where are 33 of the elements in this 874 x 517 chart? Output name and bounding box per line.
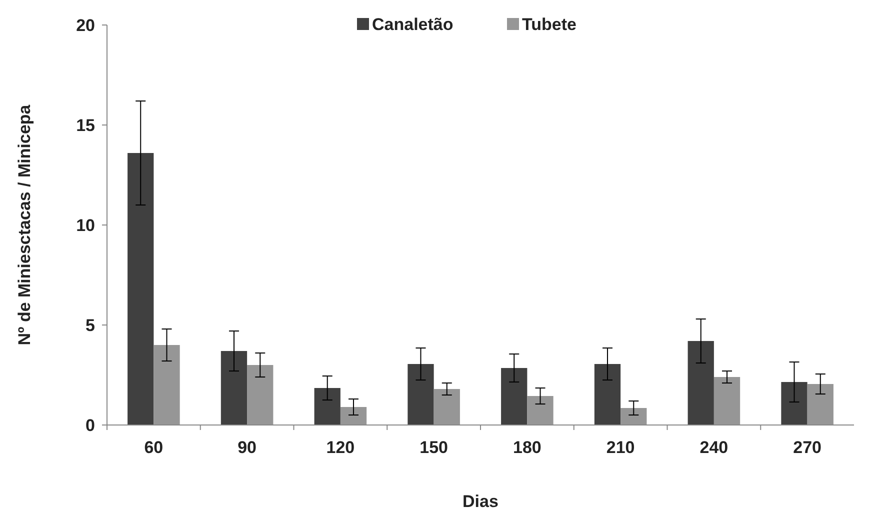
legend-label: Tubete [522, 15, 576, 34]
bar [247, 365, 274, 425]
y-tick-label: 0 [86, 416, 95, 435]
bar [340, 407, 367, 425]
y-tick-label: 20 [76, 16, 95, 35]
x-tick-label: 210 [606, 438, 635, 457]
x-axis-title: Dias [462, 492, 498, 511]
bar [154, 345, 180, 425]
bar [501, 368, 528, 425]
x-tick-label: 270 [793, 438, 822, 457]
y-tick-label: 10 [76, 216, 95, 235]
x-tick-label: 90 [238, 438, 257, 457]
legend-label: Canaletão [372, 15, 454, 34]
y-tick-label: 5 [86, 316, 95, 335]
bar [688, 341, 714, 425]
bar [714, 377, 740, 425]
bar [314, 388, 340, 425]
x-tick-label: 240 [700, 438, 728, 457]
y-axis-title: Nº de Miniesctacas / Minicepa [15, 104, 34, 346]
bar [527, 396, 554, 425]
x-tick-label: 180 [513, 438, 542, 457]
y-tick-label: 15 [76, 116, 95, 135]
bar [594, 364, 621, 425]
bar [408, 364, 434, 425]
x-tick-label: 60 [144, 438, 164, 457]
x-tick-label: 120 [326, 438, 355, 457]
bar [620, 408, 647, 425]
bar [220, 351, 248, 425]
bar [807, 384, 834, 425]
bar [434, 389, 460, 425]
x-tick-label: 150 [420, 438, 448, 457]
bar [781, 382, 808, 425]
bar [128, 153, 154, 425]
